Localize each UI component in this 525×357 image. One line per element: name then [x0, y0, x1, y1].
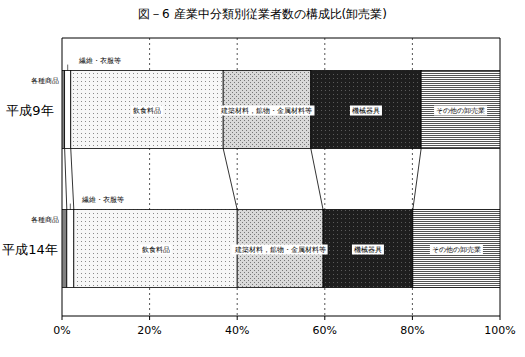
segment-label: その他の卸売業	[432, 246, 481, 254]
bar-segment	[67, 210, 74, 288]
chart-title: 図－6 産業中分類別従業者数の構成比(卸売業)	[138, 7, 387, 21]
connector-line	[311, 148, 323, 209]
tick-mark	[149, 316, 150, 320]
bar-segment	[74, 210, 237, 288]
tick-mark	[500, 316, 501, 320]
tick-label: 100%	[484, 324, 515, 337]
bar-segment	[62, 210, 67, 288]
tick-label: 20%	[137, 324, 161, 337]
tick-mark	[237, 316, 238, 320]
category-label: 平成9年	[6, 103, 53, 118]
segment-label: 機械器具	[354, 246, 382, 254]
segment-label: 建築材料，鉱物・金属材料等	[220, 107, 312, 115]
segment-label: その他の卸売業	[436, 107, 485, 115]
segment-label: 機械器具	[352, 107, 380, 115]
bar-segment	[421, 71, 500, 149]
chart-root: 図－6 産業中分類別従業者数の構成比(卸売業) 0% 20% 40% 60% 80% 100…	[0, 0, 525, 357]
label-background	[352, 245, 384, 255]
leader-line	[70, 204, 71, 210]
tick-mark	[412, 316, 413, 320]
bar-segment	[311, 71, 421, 149]
tick-mark	[324, 316, 325, 320]
category-label: 平成14年	[2, 242, 58, 257]
bar-segment	[71, 71, 223, 149]
segment-label: 繊維・衣服等	[81, 196, 124, 204]
tick-label: 80%	[400, 324, 424, 337]
connector-line	[65, 148, 67, 209]
x-axis	[62, 316, 500, 317]
segment-label: 各種商品	[31, 216, 59, 224]
segment-label: 飲食料品	[142, 246, 170, 254]
bar-segment	[413, 210, 500, 288]
label-background	[430, 245, 483, 255]
leader-line	[67, 65, 68, 71]
label-background	[140, 245, 172, 255]
label-background	[218, 106, 314, 116]
tick-mark	[62, 316, 63, 320]
bar-segment	[65, 71, 71, 149]
connector-line	[413, 148, 421, 209]
tick-label: 40%	[225, 324, 249, 337]
bar-segment	[323, 210, 413, 288]
tick-label: 60%	[313, 324, 337, 337]
label-background	[232, 245, 328, 255]
label-background	[131, 106, 163, 116]
segment-label: 飲食料品	[133, 107, 161, 115]
plot-frame	[62, 38, 500, 39]
segment-label: 建築材料，鉱物・金属材料等	[234, 246, 326, 254]
label-background	[434, 106, 487, 116]
segment-label: 各種商品	[31, 77, 59, 85]
label-background	[350, 106, 382, 116]
connector-line	[223, 148, 237, 209]
connector-line	[71, 148, 74, 209]
tick-label: 0%	[53, 324, 70, 337]
segment-label: 繊維・衣服等	[78, 57, 121, 65]
bars	[62, 71, 500, 288]
